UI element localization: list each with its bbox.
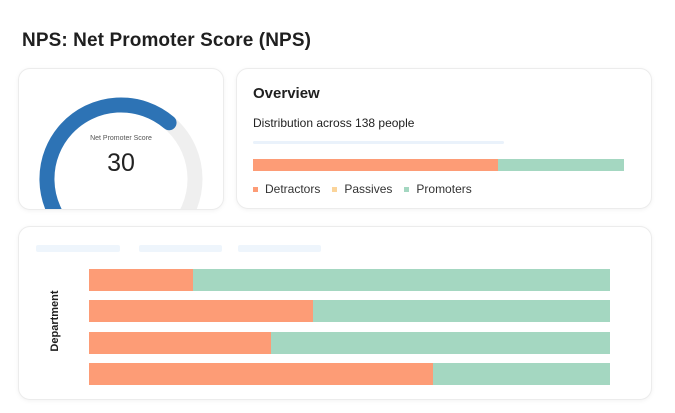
legend-label-detractors: Detractors [265,182,321,196]
department-bar-row [89,332,610,354]
department-bar-row [89,363,610,385]
department-promoters-segment [432,363,610,385]
overview-title: Overview [253,85,320,102]
department-filter-tab[interactable] [238,245,321,252]
legend-swatch-promoters [404,186,410,192]
department-filter-tab[interactable] [139,245,222,252]
legend-swatch-detractors [253,186,258,192]
nps-gauge-card: Net Promoter Score 30 [18,68,224,210]
department-detractors-segment [89,269,194,291]
legend-label-passives: Passives [344,182,393,196]
department-detractors-segment [89,300,314,322]
department-promoters-segment [193,269,610,291]
department-detractors-segment [89,332,272,354]
page-title: NPS: Net Promoter Score (NPS) [22,30,312,51]
department-bar-row [89,269,610,291]
gauge-fill [39,97,177,209]
nps-gauge [39,97,203,209]
department-bar-row [89,300,610,322]
overview-subtitle-underline [253,141,504,144]
department-filter-tab[interactable] [36,245,120,252]
overview-detractors-segment [253,159,498,171]
overview-card: Overview Distribution across 138 people … [236,68,652,209]
overview-subtitle: Distribution across 138 people [253,116,415,130]
gauge-value: 30 [107,149,135,177]
department-detractors-segment [89,363,433,385]
legend-item-passives[interactable]: Passives [332,182,392,196]
overview-promoters-segment [497,159,624,171]
department-promoters-segment [271,332,610,354]
overview-distribution-bar [253,159,624,171]
department-card: Department [18,226,652,400]
legend-item-promoters[interactable]: Promoters [404,182,472,196]
legend-swatch-passives [332,186,338,192]
legend-label-promoters: Promoters [416,182,472,196]
department-axis-label: Department [49,290,61,352]
legend-item-detractors[interactable]: Detractors [253,182,320,196]
gauge-label: Net Promoter Score [90,135,152,142]
overview-legend: Detractors Passives Promoters [253,182,472,196]
department-promoters-segment [313,300,610,322]
